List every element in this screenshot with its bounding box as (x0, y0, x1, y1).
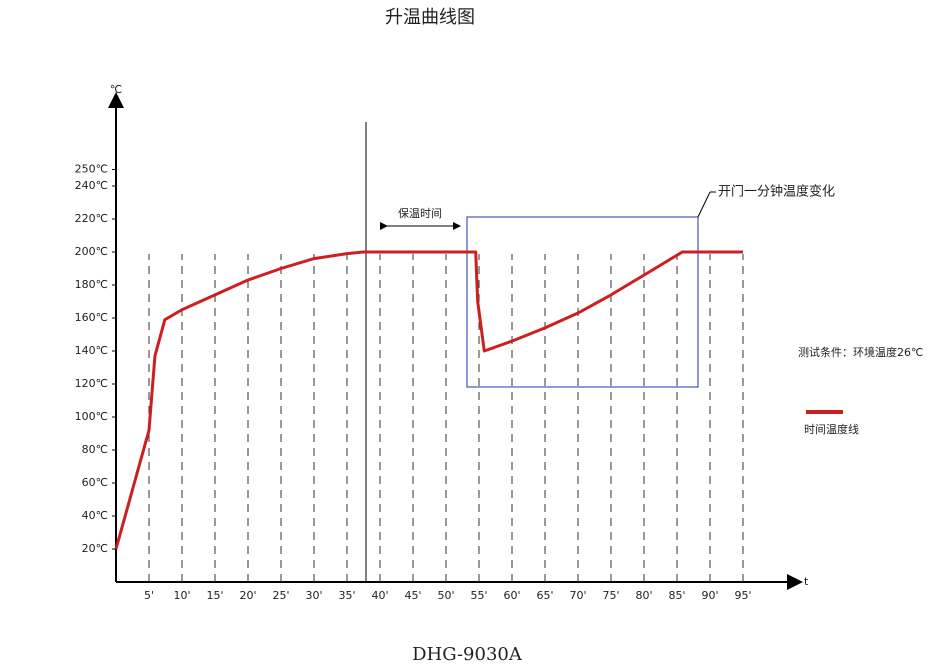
y-tick-label: 180℃ (75, 278, 108, 291)
callout-line (697, 191, 711, 218)
temperature-line (114, 250, 743, 550)
annotation: 保温时间 (398, 206, 442, 220)
x-tick-label: 5' (144, 589, 154, 602)
x-tick-label: 40' (371, 589, 388, 602)
x-tick-label: 65' (536, 589, 553, 602)
x-tick-label: 60' (503, 589, 520, 602)
y-tick-label: 40℃ (82, 509, 108, 522)
y-tick-label: 240℃ (75, 179, 108, 192)
x-tick-label: 75' (602, 589, 619, 602)
x-tick-label: 95' (734, 589, 751, 602)
x-axis-label: t (804, 575, 809, 588)
y-axis-label: ℃ (110, 83, 122, 96)
x-tick-label: 20' (239, 589, 256, 602)
door-open-box (466, 216, 699, 388)
x-tick-label: 70' (569, 589, 586, 602)
y-tick-label: 250℃ (75, 163, 108, 176)
x-tick-label: 90' (701, 589, 718, 602)
y-tick-label: 120℃ (75, 377, 108, 390)
y-tick-label: 100℃ (75, 410, 108, 423)
y-tick-label: 60℃ (82, 476, 108, 489)
x-tick-label: 55' (470, 589, 487, 602)
x-tick-label: 45' (404, 589, 421, 602)
y-tick-label: 140℃ (75, 344, 108, 357)
x-tick-label: 30' (305, 589, 322, 602)
x-tick-label: 25' (272, 589, 289, 602)
y-tick-label: 200℃ (75, 245, 108, 258)
y-tick-label: 220℃ (75, 212, 108, 225)
legend-label: 时间温度线 (804, 422, 859, 436)
y-tick-label: 160℃ (75, 311, 108, 324)
y-tick-label: 80℃ (82, 443, 108, 456)
x-tick-label: 35' (338, 589, 355, 602)
x-tick-label: 50' (437, 589, 454, 602)
model-label: DHG-9030A (412, 644, 523, 665)
annotation: 测试条件：环境温度26℃ (798, 345, 923, 359)
annotation: 开门一分钟温度变化 (718, 184, 835, 200)
chart-title: 升温曲线图 (385, 7, 475, 28)
x-tick-label: 85' (668, 589, 685, 602)
x-tick-label: 15' (206, 589, 223, 602)
x-tick-label: 10' (173, 589, 190, 602)
x-tick-label: 80' (635, 589, 652, 602)
y-tick-label: 20℃ (82, 542, 108, 555)
